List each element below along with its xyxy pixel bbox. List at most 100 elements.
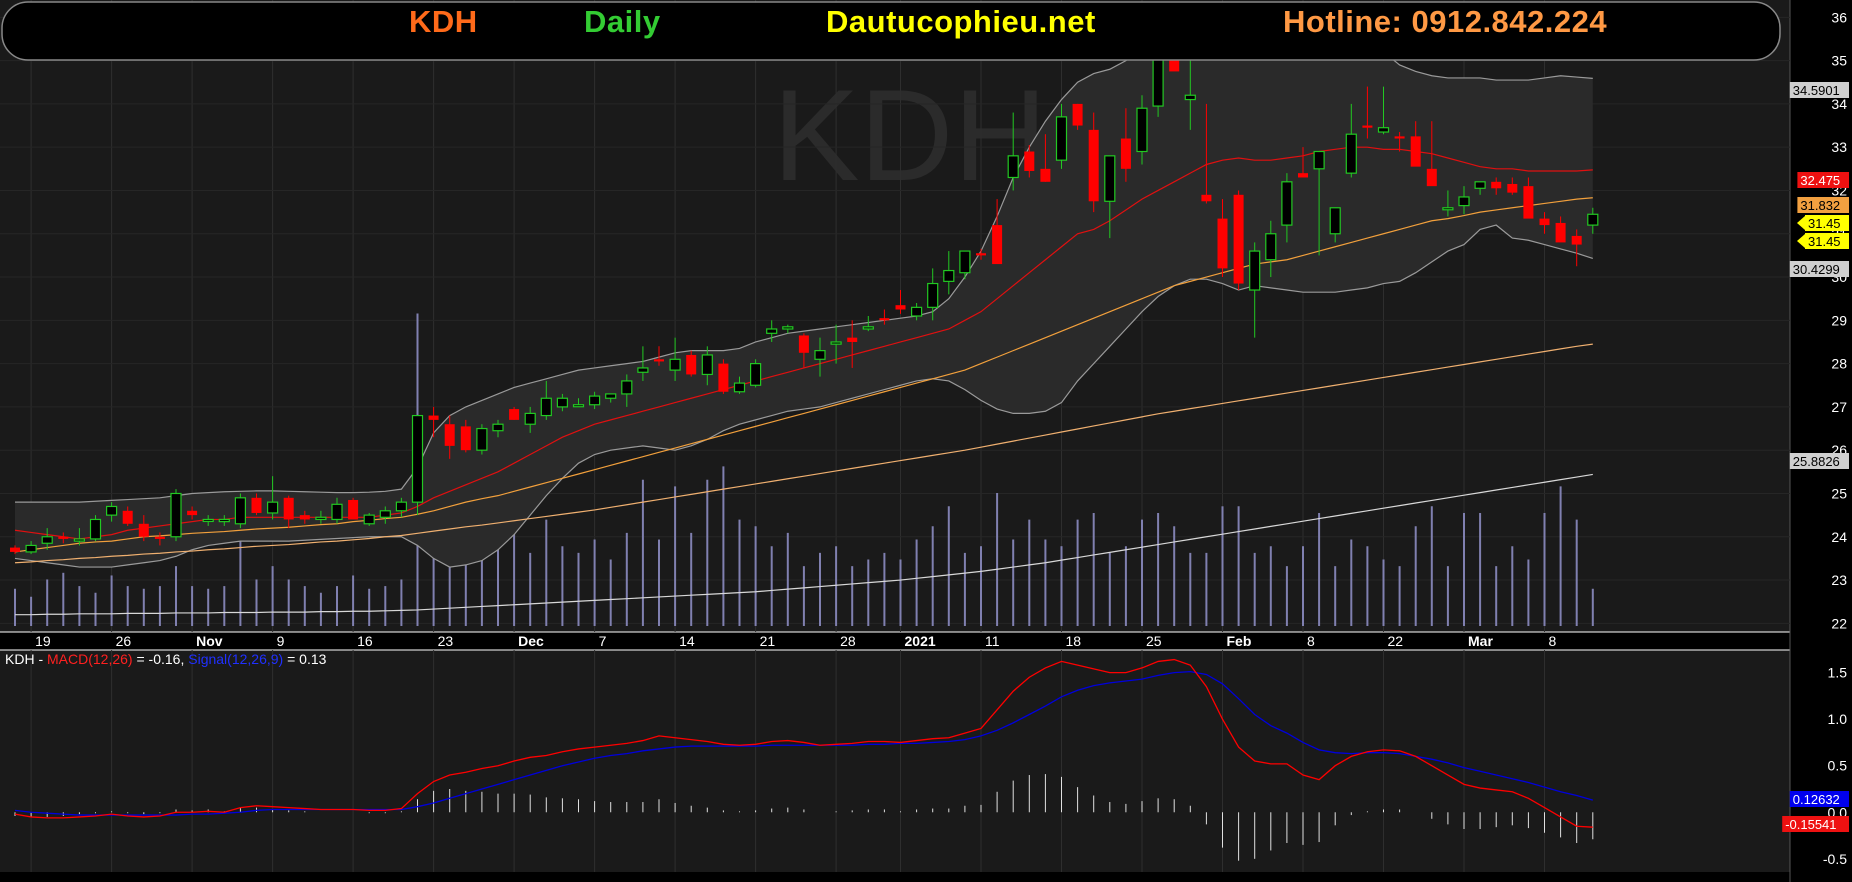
- candle-body-down: [879, 318, 890, 321]
- candle-body-up: [267, 501, 279, 514]
- candle-body-up: [701, 354, 713, 376]
- candle-body-up: [1249, 250, 1261, 291]
- macd-axis-label: 0.5: [1828, 758, 1848, 774]
- candle-body-up: [41, 536, 53, 544]
- candle-body-down: [154, 536, 165, 539]
- candle-body-down: [348, 499, 359, 520]
- macd-tag-bg: [1782, 816, 1849, 832]
- date-axis-label: 11: [985, 633, 1000, 649]
- candle-body-up: [1281, 181, 1293, 226]
- candle-body-down: [1088, 129, 1099, 202]
- date-axis-label: Nov: [196, 633, 223, 649]
- candle-body-up: [766, 328, 778, 334]
- candle-body-down: [1298, 173, 1308, 178]
- candle-body-up: [1184, 94, 1196, 101]
- candle-body-down: [444, 424, 455, 446]
- date-axis-label: 23: [438, 633, 454, 649]
- candle-body-up: [218, 518, 230, 523]
- candle-body-up: [1007, 155, 1019, 179]
- candle-body-up: [1104, 155, 1116, 202]
- candle-body-up: [621, 380, 633, 395]
- candle-body-up: [1313, 150, 1325, 170]
- candle-body-down: [992, 225, 1003, 265]
- macd-tag: -0.15541: [1785, 817, 1836, 832]
- ma-very-long-line: [15, 473, 1593, 616]
- candle-body-down: [1024, 151, 1035, 171]
- macd-axis-label: 1.0: [1828, 711, 1848, 727]
- candle-body-up: [315, 516, 327, 521]
- ma-long-line: [14, 343, 1593, 564]
- candle-body-up: [524, 412, 536, 425]
- candle-body-down: [654, 359, 664, 362]
- date-axis-label: Feb: [1227, 633, 1252, 649]
- candle-body-up: [927, 282, 939, 308]
- ma-mid-line: [14, 197, 1593, 553]
- price-axis-label: 34: [1831, 96, 1847, 112]
- candle-body-down: [1233, 194, 1244, 284]
- candle-body-down: [1571, 235, 1582, 245]
- candle-body-up: [379, 510, 391, 518]
- candle-body-down: [509, 409, 520, 420]
- date-axis-label: 18: [1066, 633, 1082, 649]
- ticker-title: KDH: [409, 4, 478, 39]
- candle-body-up: [492, 423, 504, 432]
- candle-body-down: [299, 515, 310, 520]
- candle-body-up: [395, 501, 407, 512]
- candle-body-up: [363, 514, 375, 525]
- bollinger-band-fill: [15, 17, 1593, 568]
- date-axis-strip: [0, 632, 1790, 650]
- price-tag: 31.45: [1808, 216, 1841, 231]
- candle-body-down: [1426, 168, 1437, 187]
- candle-body-down: [1491, 181, 1502, 189]
- candle-body-down: [1362, 125, 1373, 128]
- candle-body-up: [331, 503, 343, 521]
- date-axis-label: 25: [1146, 633, 1162, 649]
- hotline-title: Hotline: 0912.842.224: [1283, 4, 1608, 39]
- date-axis-label: 8: [1307, 633, 1315, 649]
- date-axis-label: 2021: [905, 633, 936, 649]
- candle-body-down: [1410, 136, 1421, 167]
- candle-body-down: [718, 363, 729, 392]
- macd-legend-prefix: KDH -: [5, 651, 47, 667]
- candle-body-down: [1072, 103, 1083, 126]
- date-axis-label: 21: [760, 633, 776, 649]
- candle-body-up: [556, 397, 569, 408]
- signal-line: [14, 671, 1593, 816]
- price-tag: 31.45: [1808, 234, 1841, 249]
- candle-body-up: [669, 358, 681, 371]
- candle-body-up: [830, 341, 842, 345]
- candle-body-up: [1474, 181, 1486, 189]
- date-axis-label: 16: [357, 633, 373, 649]
- candle-body-up: [1345, 133, 1357, 174]
- macd-axis-label: 1.5: [1828, 665, 1848, 681]
- candle-body-down: [187, 510, 198, 516]
- candle-body-up: [170, 492, 182, 538]
- candle-body-down: [1523, 186, 1534, 219]
- candle-body-up: [572, 404, 585, 408]
- candle-body-down: [1507, 183, 1518, 193]
- price-axis-label: 29: [1831, 312, 1847, 328]
- price-axis-label: 24: [1831, 529, 1847, 545]
- bollinger-lower-line: [14, 224, 1593, 568]
- candle-body-up: [234, 497, 246, 525]
- candle-body-down: [686, 354, 697, 375]
- candle-body-down: [847, 337, 858, 342]
- candle-body-down: [10, 547, 20, 552]
- price-tag: 31.832: [1800, 198, 1840, 213]
- macd-panel: [0, 650, 1790, 872]
- macd-axis-label: -0.5: [1823, 851, 1847, 867]
- price-tag-bg: [1797, 172, 1849, 188]
- candle-body-down: [1217, 218, 1228, 269]
- date-axis-label: 7: [599, 633, 607, 649]
- price-tag-bg: [1805, 233, 1849, 249]
- candle-body-up: [1329, 207, 1341, 235]
- candle-body-down: [283, 497, 294, 520]
- candle-body-up: [1377, 127, 1390, 133]
- macd-line: [14, 658, 1593, 828]
- candle-body-up: [1265, 233, 1277, 261]
- candle-body-down: [976, 253, 986, 256]
- candle-body-down: [1201, 194, 1212, 202]
- candle-body-down: [251, 497, 262, 513]
- candle-body-down: [428, 415, 439, 420]
